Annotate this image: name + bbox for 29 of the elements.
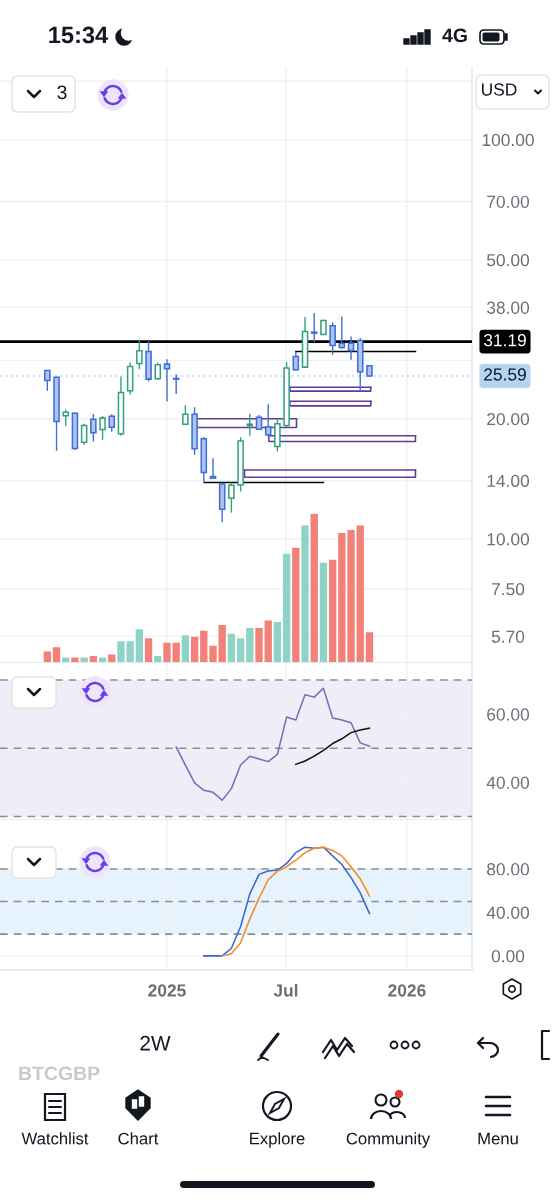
- ref-line-label: 25.59: [484, 368, 526, 381]
- annotation: 3: [57, 85, 67, 100]
- x-tick-label: 2025: [148, 984, 186, 997]
- y-tick-label: 40.00: [486, 906, 530, 919]
- text: Menu: [478, 1132, 518, 1145]
- ref-line-label: 31.19: [483, 334, 526, 347]
- y-tick-label: 50.00: [486, 253, 530, 267]
- x-tick-label: 2026: [388, 984, 426, 997]
- y-tick-label: 40.00: [486, 776, 530, 789]
- y-tick-label: 70.00: [487, 195, 530, 208]
- text: USD: [482, 83, 517, 96]
- x-tick-label: Jul: [273, 983, 298, 997]
- y-tick-label: 0.00: [491, 950, 525, 963]
- text: Chart: [118, 1132, 159, 1145]
- y-tick-label: 60.00: [487, 708, 530, 721]
- y-tick-label: 14.00: [487, 474, 530, 488]
- y-tick-label: 20.00: [487, 412, 530, 426]
- text: Community: [346, 1132, 431, 1148]
- y-tick-label: 10.00: [487, 533, 530, 546]
- y-tick-label: 7.50: [491, 582, 525, 596]
- text: 2W: [140, 1035, 171, 1051]
- y-tick-label: 100.00: [482, 133, 534, 147]
- y-tick-label: 5.70: [491, 630, 525, 643]
- text: 15:34: [49, 26, 109, 44]
- text: 4G: [442, 28, 467, 43]
- y-tick-label: 80.00: [487, 863, 530, 876]
- y-tick-label: 38.00: [486, 301, 530, 314]
- text: Explore: [250, 1132, 305, 1148]
- text: Watchlist: [21, 1132, 89, 1145]
